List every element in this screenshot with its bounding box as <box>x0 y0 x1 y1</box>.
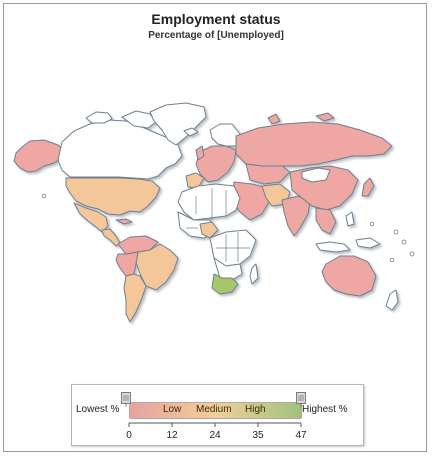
region-iceland[interactable] <box>183 127 199 137</box>
region-madagascar[interactable] <box>249 263 259 285</box>
region-australia[interactable] <box>321 255 377 297</box>
region-usa[interactable] <box>65 177 161 216</box>
region-caribbean[interactable] <box>115 218 133 225</box>
region-argentina[interactable] <box>123 273 147 323</box>
legend-gradient-bar <box>129 402 302 419</box>
region-indonesia[interactable] <box>315 241 351 253</box>
africa-borders <box>186 188 250 262</box>
legend-band-medium: Medium <box>196 404 232 415</box>
region-new-zealand[interactable] <box>385 289 399 311</box>
legend-tick-0: 0 <box>126 430 132 441</box>
pacific-islands <box>41 193 415 263</box>
chart-subtitle: Percentage of [Unemployed] <box>148 30 284 41</box>
legend-highest-label: Highest % <box>302 404 348 415</box>
region-alaska[interactable] <box>13 139 65 173</box>
legend-band-high: High <box>245 404 266 415</box>
region-south-africa[interactable] <box>211 273 239 295</box>
region-mongolia[interactable] <box>301 167 331 183</box>
region-se-asia[interactable] <box>315 207 337 235</box>
world-map <box>13 102 415 323</box>
region-philippines[interactable] <box>345 211 355 227</box>
region-new-guinea[interactable] <box>355 237 381 249</box>
region-novaya-zemlya[interactable] <box>267 113 281 125</box>
legend-tick-1: 12 <box>166 430 178 441</box>
region-uk[interactable] <box>195 145 205 161</box>
region-canada[interactable] <box>57 119 183 180</box>
chart-title: Employment status <box>151 11 281 27</box>
region-arctic-islands[interactable] <box>85 111 113 124</box>
legend-tick-3: 35 <box>252 430 264 441</box>
legend-panel <box>71 384 364 446</box>
legend-band-low: Low <box>163 404 182 415</box>
region-nigeria[interactable] <box>199 221 219 239</box>
region-severnaya[interactable] <box>315 112 335 122</box>
legend-min-handle[interactable] <box>121 392 131 407</box>
region-japan[interactable] <box>361 177 375 197</box>
legend-tick-2: 24 <box>209 430 221 441</box>
region-europe[interactable] <box>195 145 237 183</box>
legend-lowest-label: Lowest % <box>76 404 120 415</box>
region-brazil[interactable] <box>135 243 179 291</box>
region-mexico[interactable] <box>73 202 109 233</box>
region-north-africa[interactable] <box>177 183 241 221</box>
legend-tick-4: 47 <box>295 430 307 441</box>
legend-max-handle[interactable] <box>296 392 306 407</box>
region-kazakhstan[interactable] <box>245 163 291 185</box>
region-iberia[interactable] <box>185 172 205 189</box>
